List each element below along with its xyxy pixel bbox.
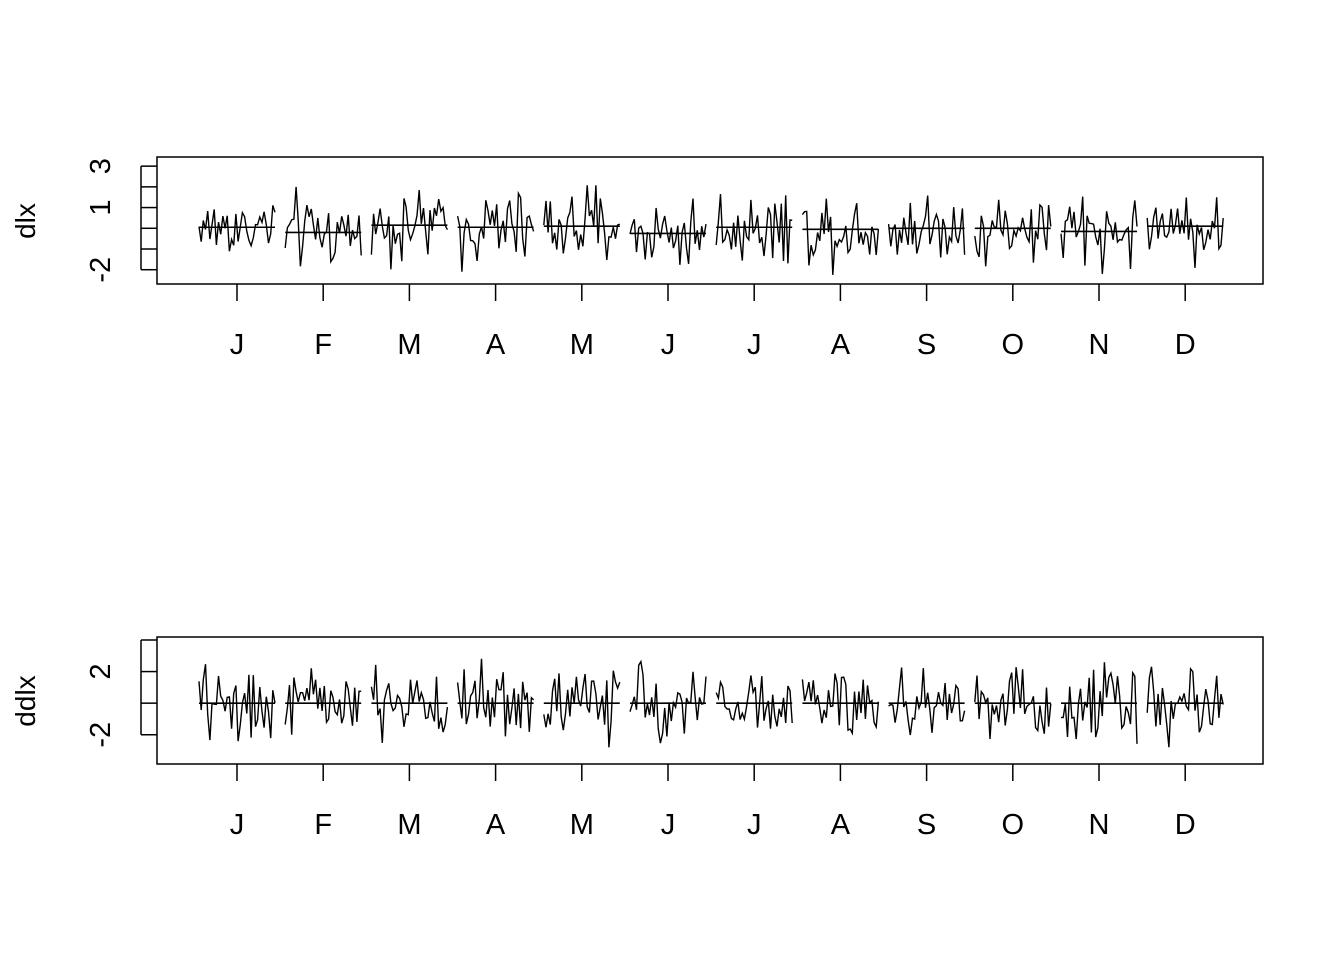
series-line-j-5	[629, 659, 707, 744]
series-line-m-4	[543, 185, 621, 261]
y-tick-label: 3	[85, 158, 117, 174]
series-line-n-10	[1060, 662, 1138, 744]
panel-dlx: dlx -2 1 3 J F M A M J J A S O N D	[10, 156, 1264, 361]
plot-frame	[156, 636, 1264, 765]
plot-frame	[156, 156, 1264, 285]
series-group	[198, 658, 1224, 748]
series-line-j-0	[198, 205, 276, 252]
x-tick-label: M	[570, 329, 594, 361]
y-axis: -2 1 3	[85, 158, 157, 283]
x-tick-label: M	[397, 329, 421, 361]
series-line-j-6	[715, 194, 793, 264]
x-tick-label: J	[747, 809, 762, 841]
series-line-a-7	[801, 198, 880, 275]
x-tick-label: J	[230, 329, 245, 361]
x-tick-label: J	[230, 809, 245, 841]
series-line-o-9	[974, 667, 1052, 740]
series-line-f-1	[284, 186, 362, 267]
x-tick-label: O	[1002, 809, 1025, 841]
series-line-n-10	[1060, 196, 1138, 274]
series-line-o-9	[974, 199, 1052, 267]
x-tick-label: J	[747, 329, 762, 361]
series-line-j-0	[198, 664, 276, 742]
series-line-d-11	[1146, 666, 1224, 748]
x-tick-label: A	[831, 809, 851, 841]
series-line-j-6	[715, 675, 793, 729]
x-tick-label: N	[1089, 809, 1110, 841]
y-tick-label: 1	[85, 200, 117, 216]
x-tick-label: M	[570, 809, 594, 841]
y-axis-label: dlx	[10, 203, 41, 239]
x-tick-label: S	[917, 329, 936, 361]
series-group	[198, 185, 1224, 275]
series-line-j-5	[629, 198, 707, 265]
y-tick-label: -2	[85, 257, 117, 283]
x-tick-label: A	[486, 809, 506, 841]
x-tick-label: F	[314, 329, 332, 361]
x-tick-label: D	[1175, 809, 1196, 841]
series-line-m-2	[370, 664, 449, 743]
series-line-d-11	[1146, 197, 1224, 268]
y-tick-label: -2	[85, 722, 117, 748]
series-line-a-7	[801, 673, 880, 736]
y-axis-label: ddlx	[10, 675, 41, 726]
series-line-m-2	[370, 190, 449, 270]
x-tick-label: A	[831, 329, 851, 361]
x-tick-label: D	[1175, 329, 1196, 361]
series-line-a-3	[456, 658, 535, 737]
series-line-s-8	[888, 667, 966, 736]
x-tick-label: S	[917, 809, 936, 841]
y-tick-label: 2	[85, 664, 117, 680]
x-tick-label: A	[486, 329, 506, 361]
series-line-m-4	[543, 670, 621, 748]
x-tick-label: F	[314, 809, 332, 841]
y-axis: -2 2	[85, 639, 157, 748]
x-tick-label: N	[1089, 329, 1110, 361]
series-line-f-1	[284, 668, 362, 735]
x-tick-label: J	[661, 809, 676, 841]
series-line-s-8	[887, 195, 966, 258]
panel-ddlx: ddlx -2 2 J F M A M J J A S O N D	[10, 636, 1264, 841]
series-line-a-3	[456, 190, 535, 272]
x-tick-label: O	[1002, 329, 1025, 361]
x-tick-label: M	[397, 809, 421, 841]
x-tick-label: J	[661, 329, 676, 361]
